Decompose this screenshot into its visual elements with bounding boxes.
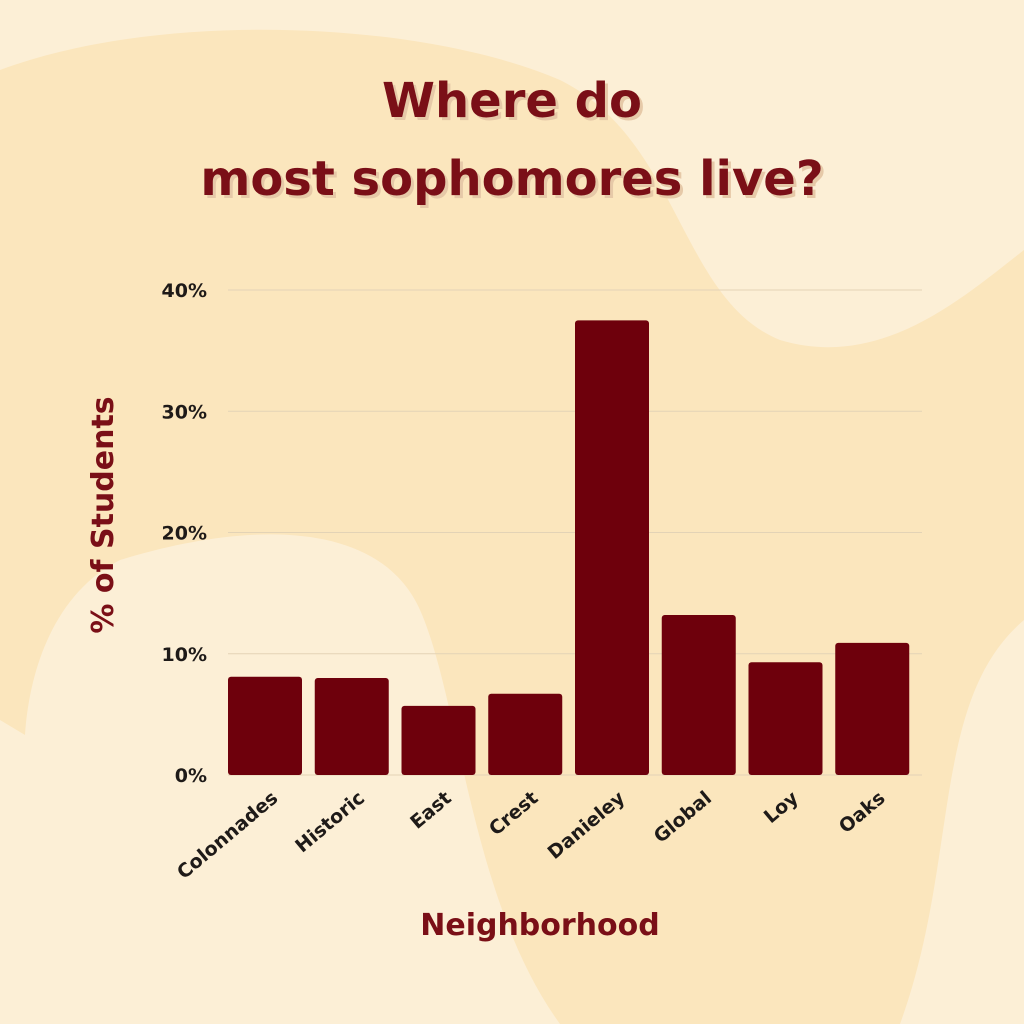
bar-east [401, 705, 476, 775]
bar-global [661, 614, 736, 775]
x-tick-label: Crest [485, 787, 542, 840]
chart-title: Where do most sophomores live? [0, 62, 1024, 218]
x-tick-label: East [406, 787, 456, 834]
x-axis-categories: Colonnades Historic East Crest Danieley Globa… [173, 787, 890, 884]
bar-danieley [575, 320, 649, 775]
background-blob-top [0, 0, 1024, 348]
bar-historic [314, 678, 389, 775]
x-axis-title: Neighborhood [420, 908, 660, 943]
bars [228, 320, 910, 775]
y-axis-ticks: 0% 10% 20% 30% 40% [162, 280, 207, 787]
y-tick-label: 10% [162, 644, 207, 666]
bar-oaks [835, 642, 910, 775]
x-tick-label: Global [650, 787, 716, 848]
chart-title-line-2: most sophomores live? [200, 151, 824, 207]
bar-loy [748, 662, 823, 775]
y-tick-label: 0% [175, 765, 207, 787]
y-tick-label: 30% [162, 401, 207, 423]
bar-colonnades [228, 676, 302, 775]
x-tick-label: Danieley [544, 787, 630, 864]
y-axis-title: % of Students [86, 396, 121, 633]
x-tick-label: Colonnades [173, 787, 282, 884]
bar-crest [488, 693, 563, 775]
x-tick-label: Oaks [835, 787, 890, 838]
x-tick-label: Historic [291, 787, 369, 857]
y-tick-label: 40% [162, 280, 207, 302]
chart-title-line-1: Where do [382, 73, 642, 129]
y-tick-label: 20% [162, 523, 207, 545]
x-tick-label: Loy [760, 787, 803, 828]
